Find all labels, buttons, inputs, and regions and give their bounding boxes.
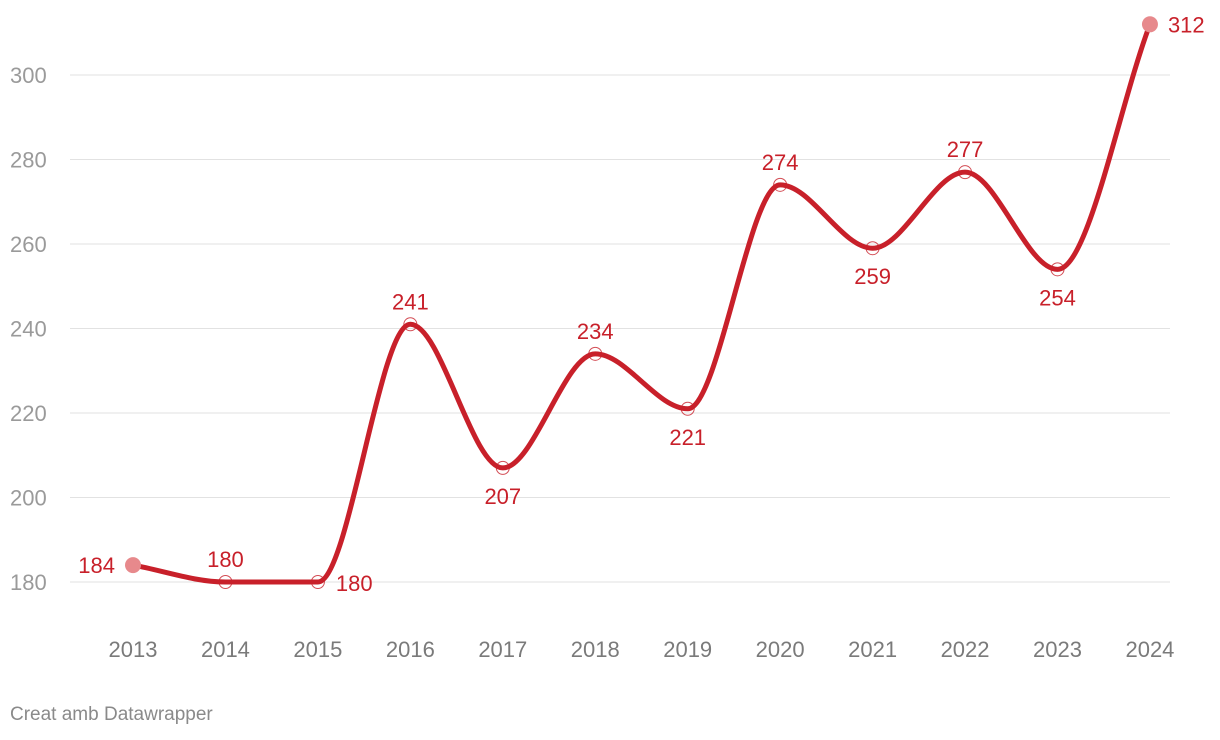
- data-label: 274: [762, 150, 799, 175]
- gridlines: [70, 74, 1170, 583]
- point-marker: [310, 575, 325, 589]
- y-axis-tick-labels: 180 200 220 240 260 280 300: [10, 63, 47, 595]
- data-point-markers: [125, 16, 1158, 589]
- x-tick-label: 2022: [941, 637, 990, 662]
- x-tick-label: 2023: [1033, 637, 1082, 662]
- x-tick-label: 2020: [756, 637, 805, 662]
- data-label: 277: [947, 137, 984, 162]
- x-axis-tick-labels: 2013 2014 2015 2016 2017 2018 2019 2020 2021 2022…: [109, 637, 1175, 662]
- series-line: [130, 21, 1153, 585]
- data-label: 207: [484, 484, 521, 509]
- point-marker: [588, 346, 603, 361]
- data-label: 241: [392, 289, 429, 314]
- data-label: 234: [577, 319, 614, 344]
- point-marker: [773, 177, 788, 192]
- point-marker: [495, 460, 510, 475]
- data-label: 221: [669, 425, 706, 450]
- point-marker: [958, 165, 973, 180]
- point-marker: [403, 317, 418, 332]
- point-marker: [1050, 262, 1065, 277]
- x-tick-label: 2016: [386, 637, 435, 662]
- data-label: 312: [1168, 12, 1205, 37]
- x-tick-label: 2019: [663, 637, 712, 662]
- y-tick-label: 220: [10, 401, 47, 426]
- x-tick-label: 2018: [571, 637, 620, 662]
- y-tick-label: 180: [10, 570, 47, 595]
- x-tick-label: 2024: [1125, 637, 1174, 662]
- data-label: 259: [854, 264, 891, 289]
- series-line-layer: [130, 21, 1153, 585]
- data-label: 184: [78, 553, 115, 578]
- x-tick-label: 2017: [478, 637, 527, 662]
- x-tick-label: 2015: [293, 637, 342, 662]
- y-tick-label: 240: [10, 317, 47, 342]
- data-labels: 184 180 180 241 207 234 221 274 259 277 254 312: [78, 12, 1204, 596]
- endpoint-marker: [125, 557, 141, 574]
- x-tick-label: 2013: [109, 637, 158, 662]
- data-label: 180: [336, 571, 373, 596]
- data-label: 180: [207, 547, 244, 572]
- y-tick-label: 200: [10, 486, 47, 511]
- x-tick-label: 2021: [848, 637, 897, 662]
- point-marker: [865, 241, 880, 256]
- x-tick-label: 2014: [201, 637, 250, 662]
- point-marker: [218, 575, 233, 589]
- data-label: 254: [1039, 285, 1076, 310]
- endpoint-marker: [1141, 16, 1158, 33]
- y-tick-label: 280: [10, 148, 47, 173]
- y-tick-label: 260: [10, 232, 47, 257]
- credit-text: Creat amb Datawrapper: [10, 704, 213, 725]
- y-tick-label: 300: [10, 63, 47, 88]
- point-marker: [680, 401, 695, 416]
